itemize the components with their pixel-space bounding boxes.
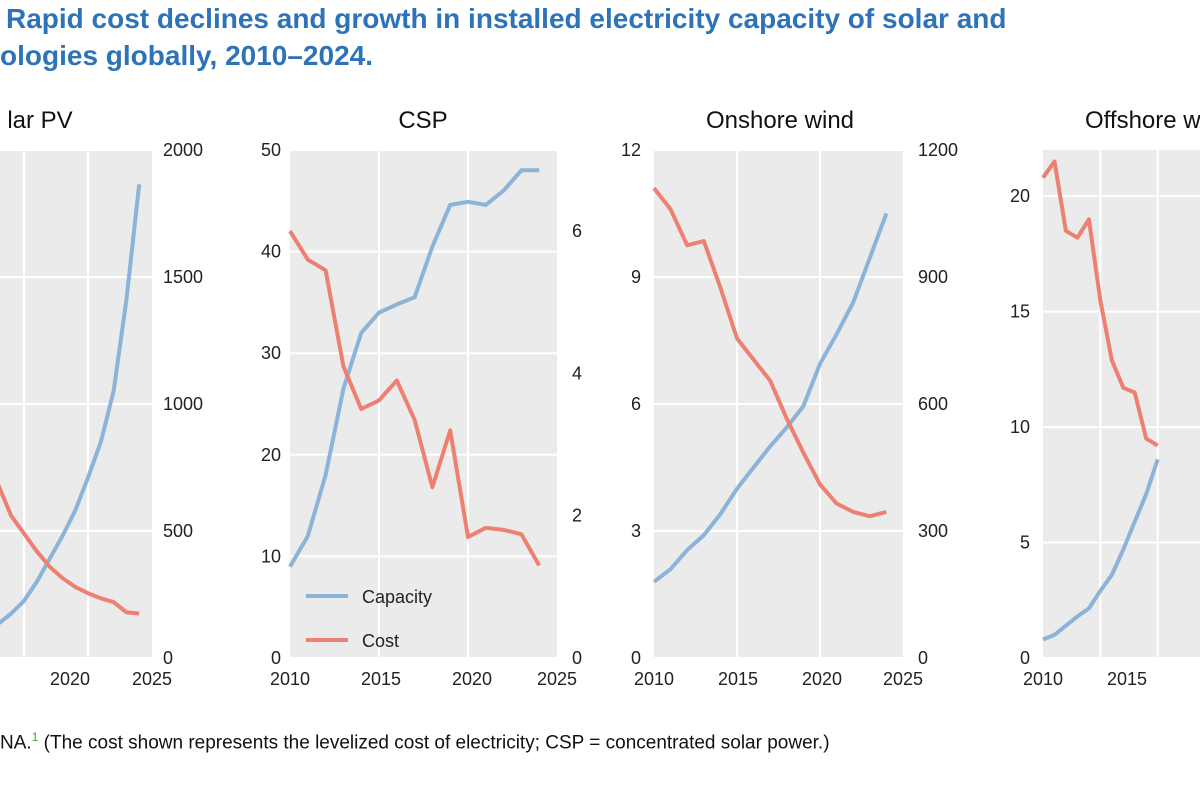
left-y-tick-label: 10: [261, 546, 281, 566]
left-y-tick-label: 20: [261, 445, 281, 465]
right-y-tick-label: 1500: [163, 267, 203, 287]
right-y-tick-label: 4: [572, 363, 582, 383]
x-tick-label: 2020: [452, 669, 492, 689]
right-y-tick-label: 900: [918, 267, 948, 287]
left-y-tick-label: 6: [631, 394, 641, 414]
right-y-tick-label: 0: [572, 648, 582, 668]
right-y-tick-label: 0: [918, 648, 928, 668]
right-y-tick-label: 300: [918, 521, 948, 541]
x-tick-label: 2025: [883, 669, 923, 689]
x-tick-label: 2020: [802, 669, 842, 689]
series-line-cost: [1041, 159, 1159, 448]
left-y-tick-label: 15: [1010, 302, 1030, 322]
right-y-tick-label: 6: [572, 221, 582, 241]
left-y-tick-label: 12: [621, 140, 641, 160]
chart-panel-2: [288, 149, 557, 659]
chart-panel-1: [0, 149, 152, 659]
x-tick-label: 2025: [132, 669, 172, 689]
right-y-tick-label: 500: [163, 521, 193, 541]
chart-panels: lar PV5202020250500100015002000CSP201020…: [0, 107, 1200, 689]
panel-title: CSP: [398, 107, 447, 134]
x-tick-label: 2020: [50, 669, 90, 689]
figure-title: Rapid cost declines and growth in instal…: [0, 0, 1200, 74]
legend-label-cost: Cost: [362, 631, 399, 651]
source-note-text: (The cost shown represents the levelized…: [38, 732, 830, 754]
source-note: NA.1 (The cost shown represents the leve…: [0, 730, 830, 754]
x-tick-label: 2015: [718, 669, 758, 689]
left-y-tick-label: 40: [261, 242, 281, 262]
x-tick-label: 2025: [537, 669, 577, 689]
legend-label-capacity: Capacity: [362, 587, 432, 607]
left-y-tick-label: 5: [1020, 533, 1030, 553]
x-tick-label: 2010: [1023, 669, 1063, 689]
series-line-cost: [0, 483, 140, 616]
x-tick-label: 2015: [1107, 669, 1147, 689]
right-y-tick-label: 1200: [918, 140, 958, 160]
chart-panel-4: [1041, 150, 1200, 659]
right-y-tick-label: 600: [918, 394, 948, 414]
left-y-tick-label: 50: [261, 140, 281, 160]
series-line-cost: [652, 186, 887, 519]
x-tick-label: 2015: [361, 669, 401, 689]
series-line-cost: [288, 230, 541, 567]
figure-title-line-2: ologies globally, 2010–2024.: [0, 40, 373, 71]
left-y-tick-label: 30: [261, 343, 281, 363]
series-line-capacity: [652, 212, 889, 584]
plot-background: [290, 150, 557, 658]
series-line-capacity: [0, 184, 142, 625]
footnote-marker: 1: [31, 730, 39, 744]
chart-panel-3: [652, 149, 903, 659]
right-y-tick-label: 1000: [163, 394, 203, 414]
series-line-capacity: [288, 168, 540, 568]
x-tick-label: 2010: [270, 669, 310, 689]
left-y-tick-label: 9: [631, 267, 641, 287]
left-y-tick-label: 0: [1020, 648, 1030, 668]
figure-title-line-1: Rapid cost declines and growth in instal…: [6, 3, 1007, 34]
left-y-tick-label: 0: [631, 648, 641, 668]
source-text: NA.: [0, 732, 32, 754]
panel-title: Onshore wind: [706, 107, 854, 134]
right-y-tick-label: 2: [572, 506, 582, 526]
left-y-tick-label: 0: [271, 648, 281, 668]
left-y-tick-label: 10: [1010, 417, 1030, 437]
panel-title: lar PV: [7, 107, 72, 134]
right-y-tick-label: 0: [163, 648, 173, 668]
series-line-capacity: [1042, 458, 1160, 642]
panel-title: Offshore w: [1085, 107, 1200, 134]
x-tick-label: 2010: [634, 669, 674, 689]
right-y-tick-label: 2000: [163, 140, 203, 160]
left-y-tick-label: 20: [1010, 186, 1030, 206]
left-y-tick-label: 3: [631, 521, 641, 541]
